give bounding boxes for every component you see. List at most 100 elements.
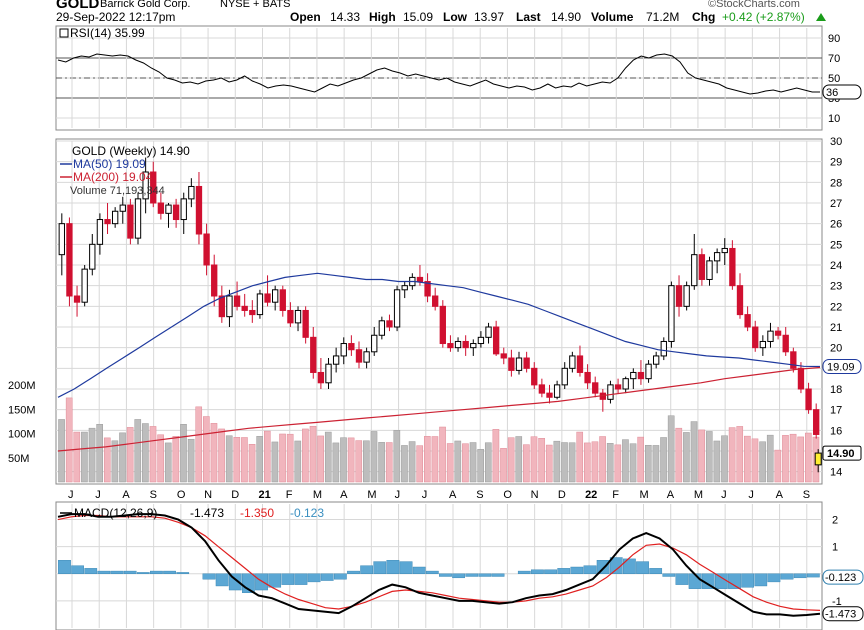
candle-body — [363, 351, 370, 363]
candle-body — [180, 198, 187, 221]
candle-body — [165, 204, 172, 214]
volume-bar — [637, 436, 644, 483]
macd-tick-label: 2 — [832, 515, 838, 527]
x-tick-label: N — [531, 489, 539, 501]
signal-line — [57, 514, 821, 611]
volume-bar — [203, 416, 210, 483]
volume-bar — [744, 435, 751, 483]
macd-histogram-bar — [215, 573, 229, 587]
macd-histogram-bar — [767, 573, 781, 583]
macd-histogram-bar — [84, 568, 98, 574]
candle-body — [805, 388, 812, 411]
volume-bar — [195, 406, 203, 483]
high-value: 15.09 — [403, 10, 433, 24]
candle-body — [249, 309, 256, 316]
volume-bar — [164, 442, 172, 483]
candle-body — [683, 285, 690, 307]
volume-bar — [591, 441, 599, 483]
candle-body — [592, 382, 599, 394]
volume-bar — [606, 443, 614, 483]
candle-body — [134, 198, 142, 239]
volume-bar — [507, 437, 515, 483]
candle-body — [759, 340, 767, 349]
candle-body — [653, 355, 660, 365]
rsi-tick-label: 70 — [828, 53, 840, 65]
hist-last-badge — [822, 569, 864, 585]
volume-bar — [477, 449, 484, 483]
ma200-line — [57, 366, 821, 452]
candle-body — [569, 355, 576, 369]
volume-bar — [622, 439, 629, 483]
x-tick-label: S — [476, 489, 483, 501]
volume-bar — [683, 432, 690, 483]
volume-bar — [218, 428, 225, 483]
price-tick-label: 23 — [830, 281, 842, 293]
x-tick-label: A — [122, 489, 130, 501]
candle-body — [340, 343, 347, 357]
candle-body — [584, 371, 591, 384]
rsi-tick-label: 50 — [828, 73, 840, 85]
volume-bar — [759, 441, 766, 483]
volume-bar — [736, 426, 744, 483]
candle-body — [470, 343, 477, 349]
macd-histogram-bar — [609, 557, 623, 574]
candle-body — [317, 371, 325, 384]
macd-legend-value: -1.473 — [190, 506, 224, 520]
volume-bar — [81, 431, 88, 483]
volume-bar — [698, 429, 705, 483]
macd-histogram-bar — [123, 570, 137, 574]
x-tick-label: D — [231, 489, 239, 501]
macd-histogram-bar — [373, 561, 387, 574]
volume-bar — [103, 437, 111, 483]
volume-tick-label: 200M — [8, 380, 36, 392]
macd-tick-label: -1 — [832, 596, 842, 608]
volume-bar — [385, 442, 393, 483]
macd-histogram-bar — [649, 568, 663, 574]
macd-histogram-bar — [531, 569, 544, 574]
ma50-last-badge — [822, 358, 862, 374]
candle-body — [782, 334, 789, 353]
macd-histogram-bar — [557, 568, 571, 574]
x-tick-label: F — [286, 489, 293, 501]
volume-bar — [599, 436, 606, 483]
candle-body — [660, 340, 667, 357]
volume-value: 71.2M — [646, 10, 679, 24]
volume-bar — [294, 440, 302, 483]
candle-body — [256, 293, 264, 316]
macd-histogram-bar — [412, 566, 426, 574]
candle-body — [477, 336, 485, 345]
candle-body — [424, 281, 431, 297]
candle-body — [294, 309, 302, 324]
volume-bar — [568, 442, 576, 483]
x-tick-label: F — [612, 489, 619, 501]
candle-body — [447, 343, 454, 349]
candle-body — [348, 343, 355, 351]
rsi-last-value: 36 — [826, 87, 838, 99]
x-tick-label: 21 — [259, 489, 271, 501]
watermark: ©StockCharts.com — [708, 0, 800, 10]
candle-body — [546, 392, 553, 398]
volume-bar — [263, 430, 271, 483]
macd-last-badge — [822, 606, 864, 622]
volume-bar — [401, 445, 408, 483]
candle-body — [287, 309, 294, 324]
macd-histogram-bar — [202, 573, 216, 580]
volume-bar — [782, 435, 789, 483]
candle-body — [607, 384, 614, 400]
macd-panel — [55, 501, 823, 630]
macd-histogram-bar — [806, 573, 820, 578]
x-tick-label: S — [150, 489, 157, 501]
volume-bar — [492, 429, 500, 483]
x-tick-label: M — [367, 489, 376, 501]
rsi-line — [57, 53, 820, 95]
macd-histogram-bar — [294, 573, 308, 585]
volume-bar — [111, 440, 119, 483]
candle-body — [416, 276, 424, 283]
macd-histogram-bar — [150, 570, 163, 574]
price-tick-label: 21 — [830, 322, 842, 334]
volume-bar — [484, 442, 492, 483]
candle-body — [790, 351, 797, 369]
volume-label: Volume — [591, 10, 634, 24]
candle-body — [752, 326, 759, 349]
x-tick-label: O — [177, 489, 186, 501]
